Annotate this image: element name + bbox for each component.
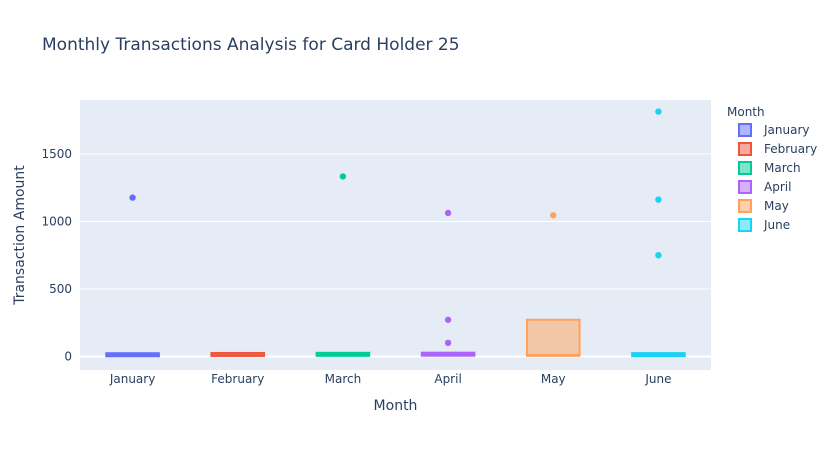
legend-item-january: January <box>738 123 810 137</box>
legend-swatch <box>738 161 752 175</box>
legend-label: April <box>764 180 791 194</box>
legend-swatch <box>738 199 752 213</box>
outlier-point <box>444 209 452 217</box>
box-layer <box>105 108 686 358</box>
legend-label: March <box>764 161 801 175</box>
outlier-point <box>655 108 662 115</box>
outlier-point <box>655 196 662 203</box>
x-axis-title: Month <box>374 398 418 414</box>
outlier-point <box>655 252 662 259</box>
legend-label: June <box>763 218 790 232</box>
box-trace-may <box>525 212 581 357</box>
x-tick-label: May <box>541 372 566 386</box>
x-tick-label: April <box>434 372 461 386</box>
legend-swatch <box>738 180 752 194</box>
box-trace-june <box>631 108 686 358</box>
box-body <box>525 318 581 357</box>
box-trace-january <box>105 194 160 358</box>
outlier-point <box>339 173 347 180</box>
box-trace-february <box>210 351 266 357</box>
legend-item-march: March <box>738 161 801 175</box>
legend-title: Month <box>727 105 765 119</box>
box-trace-march <box>315 173 371 357</box>
legend-label: January <box>763 123 810 137</box>
outlier-point <box>444 339 452 347</box>
legend-items: January February March April May June <box>738 123 817 232</box>
plot-area <box>80 100 711 370</box>
grid-layer <box>80 153 711 358</box>
y-tick-label: 1500 <box>41 147 72 161</box>
legend-item-may: May <box>738 199 789 213</box>
y-tick-label: 500 <box>49 282 72 296</box>
outlier-point <box>129 194 136 201</box>
legend-item-june: June <box>738 218 790 232</box>
tick-layer: 0 500 1000 1500 January February March April May… <box>41 147 671 386</box>
box-trace-april <box>420 209 476 357</box>
y-tick-label: 1000 <box>41 215 72 229</box>
chart-title: Monthly Transactions Analysis for Card H… <box>42 35 460 55</box>
outlier-point <box>444 316 452 323</box>
legend-item-april: April <box>738 180 791 194</box>
x-tick-label: March <box>325 372 362 386</box>
x-tick-label: June <box>644 372 671 386</box>
legend-swatch <box>738 218 752 232</box>
legend-item-february: February <box>738 142 817 156</box>
legend: Month January February March April May June <box>727 105 817 232</box>
x-tick-label: February <box>211 372 264 386</box>
legend-label: February <box>764 142 817 156</box>
y-axis-title: Transaction Amount <box>12 165 28 306</box>
legend-swatch <box>738 123 752 137</box>
y-tick-label: 0 <box>64 350 72 364</box>
legend-label: May <box>764 199 789 213</box>
outlier-point <box>550 212 557 219</box>
x-tick-label: January <box>109 372 156 386</box>
legend-swatch <box>738 142 752 156</box>
